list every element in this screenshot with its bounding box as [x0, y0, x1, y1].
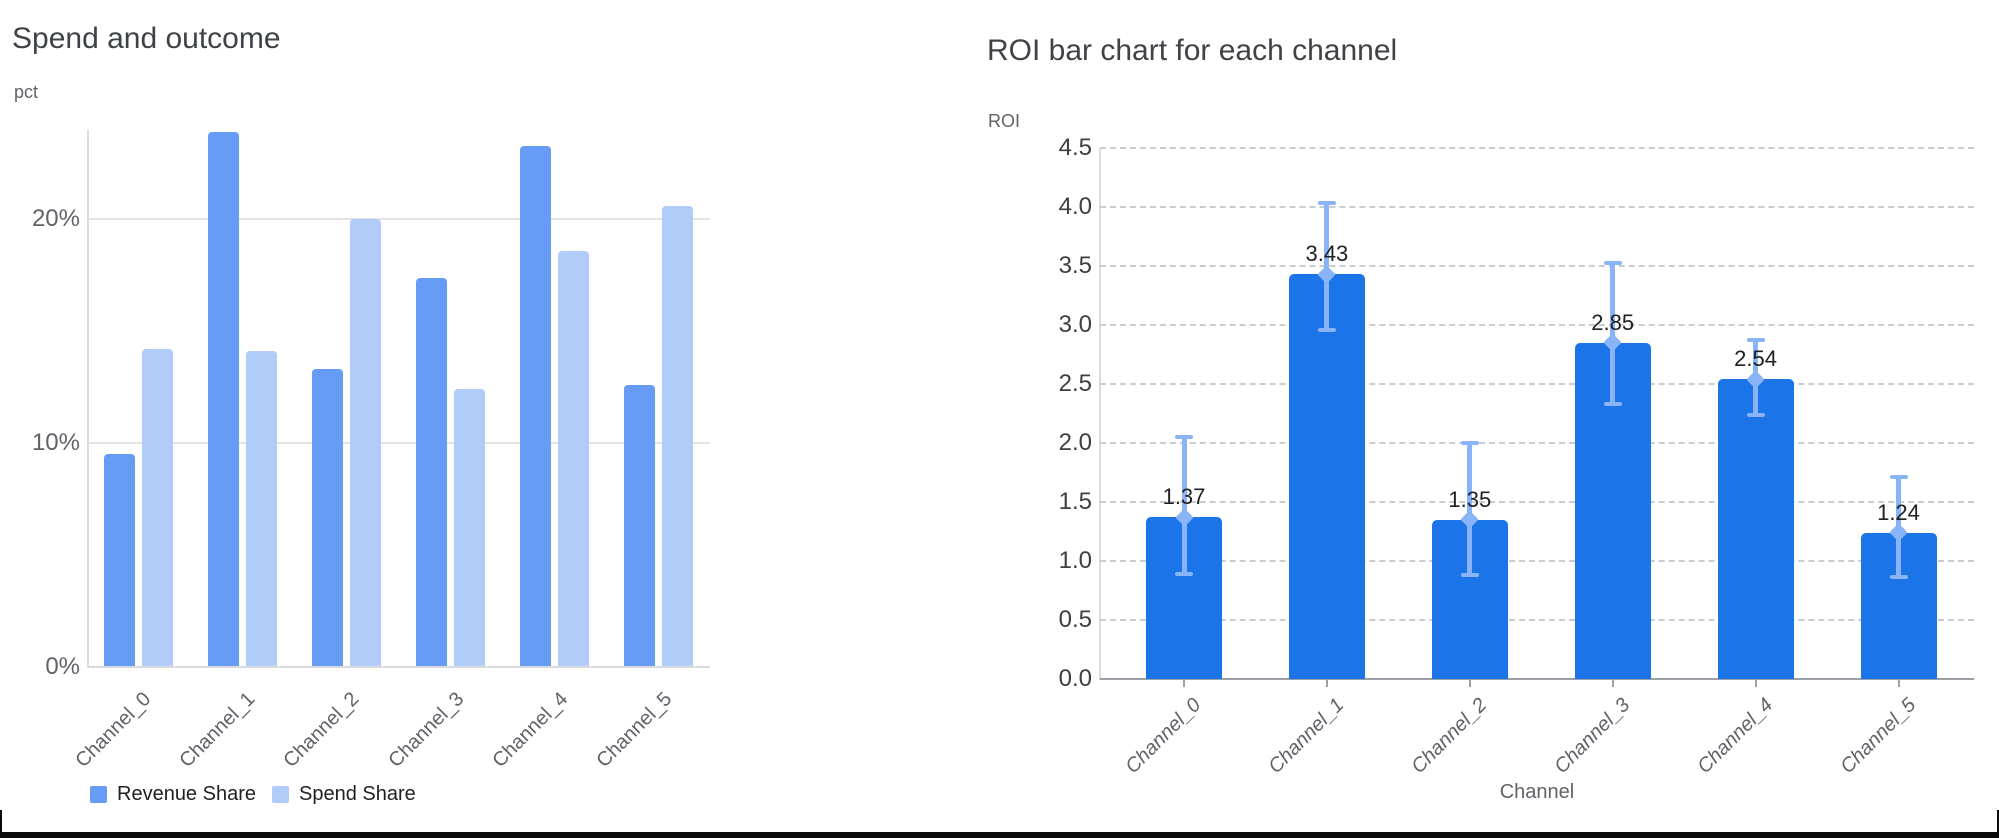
- value-label-channel_0: 1.37: [1162, 484, 1206, 510]
- legend-label-revenue-share: Revenue Share: [117, 783, 256, 805]
- right-chart-gridline-4.5: [1100, 146, 1974, 149]
- bar-revenue-channel_0[interactable]: [103, 454, 135, 667]
- right-chart-gridline-0.5: [1100, 618, 1974, 621]
- bar-roi-channel_4[interactable]: [1717, 379, 1794, 679]
- error-bar-channel_0: [1181, 436, 1187, 574]
- value-label-channel_2: 1.35: [1448, 486, 1492, 512]
- spend-share-swatch-icon: [272, 786, 289, 803]
- right-chart-ytick-2.5: 2.5: [1058, 369, 1092, 397]
- right-chart-y-axis-line: [1099, 148, 1101, 680]
- left-chart-title: Spend and outcome: [12, 22, 281, 55]
- bar-spend-channel_5[interactable]: [662, 206, 693, 667]
- value-label-channel_4: 2.54: [1734, 346, 1777, 372]
- right-chart-gridline-4.0: [1100, 205, 1974, 208]
- error-bar-top-cap-channel_3: [1603, 261, 1622, 266]
- right-chart-gridline-2.0: [1100, 441, 1974, 444]
- bar-revenue-channel_1[interactable]: [207, 132, 239, 667]
- right-chart-gridline-1.0: [1100, 559, 1974, 562]
- left-chart-gridline-10%: [88, 441, 710, 444]
- error-bar-bottom-cap-channel_4: [1746, 412, 1765, 417]
- legend-item-spend-share[interactable]: Spend Share: [272, 783, 416, 806]
- right-chart-xtick-channel_3: Channel_3: [1550, 694, 1635, 778]
- bar-revenue-channel_4[interactable]: [519, 145, 551, 667]
- bar-spend-channel_2[interactable]: [349, 219, 381, 667]
- bar-revenue-channel_5[interactable]: [624, 384, 655, 667]
- error-bar-channel_2: [1467, 442, 1473, 576]
- left-chart-ytick-10%: 10%: [31, 428, 80, 456]
- bar-spend-channel_4[interactable]: [557, 250, 589, 667]
- right-chart-gridline-2.5: [1100, 382, 1974, 385]
- error-bar-bottom-cap-channel_0: [1175, 571, 1193, 576]
- left-chart-ytick-0%: 0%: [45, 652, 80, 680]
- right-chart-xtick-mark-channel_4: [1754, 680, 1757, 687]
- right-chart-ytick-4.5: 4.5: [1058, 133, 1092, 161]
- right-chart-xtick-mark-channel_1: [1325, 680, 1328, 687]
- value-label-channel_5: 1.24: [1877, 499, 1920, 525]
- right-chart-gridline-3.0: [1100, 323, 1974, 326]
- right-chart-xtick-mark-channel_3: [1611, 680, 1614, 687]
- bar-spend-channel_1[interactable]: [245, 351, 277, 667]
- left-chart-gridline-0%: [88, 665, 710, 668]
- error-bar-top-cap-channel_5: [1889, 475, 1908, 480]
- bar-spend-channel_0[interactable]: [141, 349, 173, 667]
- left-chart-gridline-20%: [88, 218, 710, 221]
- bar-revenue-channel_3[interactable]: [415, 277, 447, 667]
- right-chart-xtick-mark-channel_2: [1468, 680, 1471, 687]
- left-chart-y-axis-label: pct: [14, 82, 39, 102]
- bar-spend-channel_3[interactable]: [453, 389, 485, 667]
- right-chart-ytick-4.0: 4.0: [1058, 192, 1092, 220]
- error-bar-top-cap-channel_1: [1317, 201, 1336, 206]
- right-chart-xtick-channel_2: Channel_2: [1407, 694, 1492, 778]
- right-chart-xtick-mark-channel_5: [1897, 680, 1900, 687]
- window-left-edge: [0, 810, 2, 838]
- error-bar-top-cap-channel_0: [1175, 434, 1193, 439]
- legend-label-spend-share: Spend Share: [299, 783, 416, 805]
- left-chart-y-axis-line: [87, 130, 89, 668]
- right-chart-ytick-2.0: 2.0: [1058, 428, 1092, 456]
- right-chart-xtick-channel_4: Channel_4: [1693, 694, 1778, 778]
- right-chart-xtick-channel_5: Channel_5: [1836, 694, 1921, 778]
- right-chart-x-axis-title: Channel: [1499, 781, 1575, 803]
- right-chart-xtick-channel_0: Channel_0: [1121, 694, 1206, 778]
- left-chart-ytick-20%: 20%: [31, 205, 80, 233]
- error-bar-bottom-cap-channel_5: [1889, 575, 1908, 580]
- right-chart-ytick-3.5: 3.5: [1058, 251, 1092, 279]
- right-chart-gridline-1.5: [1100, 500, 1974, 503]
- error-bar-bottom-cap-channel_3: [1603, 401, 1622, 406]
- value-label-channel_1: 3.43: [1305, 241, 1349, 267]
- right-chart-xtick-mark-channel_0: [1183, 680, 1185, 687]
- right-chart-gridline-3.5: [1100, 264, 1974, 267]
- error-bar-top-cap-channel_4: [1746, 338, 1765, 343]
- error-bar-top-cap-channel_2: [1460, 440, 1479, 445]
- right-chart-baseline: [1100, 678, 1974, 680]
- right-chart-y-axis-label: ROI: [988, 111, 1021, 131]
- right-chart-title: ROI bar chart for each channel: [987, 34, 1398, 67]
- error-bar-bottom-cap-channel_1: [1317, 327, 1336, 332]
- right-chart-ytick-0.0: 0.0: [1058, 665, 1092, 692]
- window-bottom-edge: [0, 832, 1999, 838]
- bar-revenue-channel_2[interactable]: [311, 369, 343, 667]
- window-right-edge: [1997, 810, 1999, 838]
- legend-item-revenue-share[interactable]: Revenue Share: [90, 783, 256, 806]
- error-bar-bottom-cap-channel_2: [1460, 573, 1479, 578]
- bar-roi-channel_1[interactable]: [1288, 274, 1365, 679]
- right-chart-ytick-1.0: 1.0: [1058, 546, 1092, 574]
- right-chart-ytick-3.0: 3.0: [1058, 310, 1092, 338]
- right-chart-xtick-channel_1: Channel_1: [1264, 694, 1349, 778]
- revenue-share-swatch-icon: [90, 786, 107, 803]
- value-label-channel_3: 2.85: [1591, 309, 1635, 335]
- right-chart-ytick-0.5: 0.5: [1058, 605, 1092, 633]
- right-chart-ytick-1.5: 1.5: [1058, 487, 1092, 515]
